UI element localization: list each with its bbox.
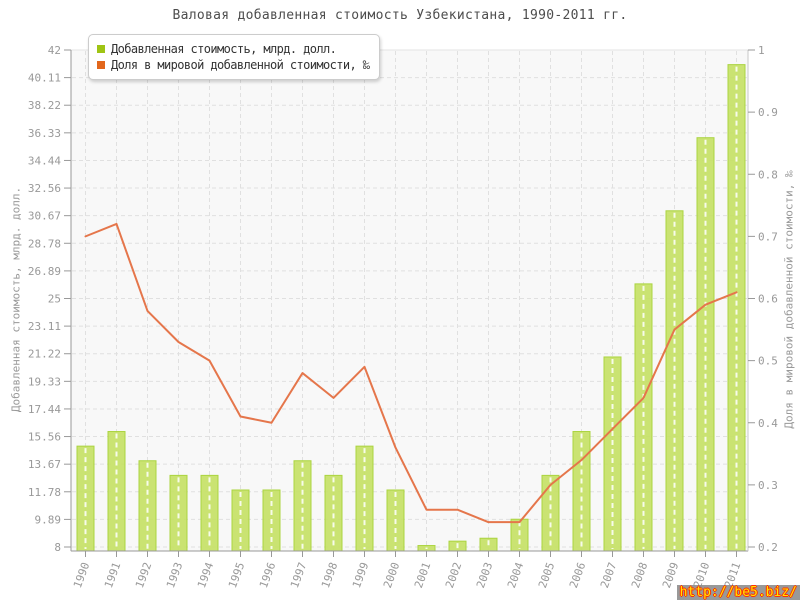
- x-category-label: 2007: [598, 561, 619, 590]
- line-series[interactable]: [84, 222, 738, 524]
- right-tick-label: 0.6: [758, 293, 778, 306]
- x-category-label: 1993: [164, 561, 185, 590]
- left-tick-label: 17.44: [28, 403, 61, 416]
- x-category-label: 1995: [226, 561, 247, 590]
- x-category-label: 1996: [257, 561, 278, 590]
- bar-2010[interactable]: [696, 137, 715, 552]
- x-category-label: 2006: [567, 561, 588, 590]
- right-tick-label: 1: [758, 44, 765, 57]
- legend-label-line-series: Доля в мировой добавленной стоимости, ‰: [111, 58, 370, 72]
- right-tick-label: 0.4: [758, 417, 778, 430]
- legend-item-bar-series[interactable]: Добавленная стоимость, млрд. долл.: [97, 41, 369, 57]
- x-category-label: 2001: [412, 561, 433, 590]
- x-category-label: 1998: [319, 561, 340, 590]
- right-tick-label: 0.8: [758, 168, 778, 181]
- right-tick-label: 0.5: [758, 355, 778, 368]
- legend-item-line-series[interactable]: Доля в мировой добавленной стоимости, ‰: [97, 57, 370, 73]
- left-tick-label: 8: [54, 541, 61, 554]
- left-tick-label: 15.56: [28, 431, 61, 444]
- bar-2011[interactable]: [727, 64, 746, 552]
- left-tick-label: 11.78: [28, 486, 61, 499]
- x-category-label: 1990: [71, 561, 92, 590]
- chart-title: Валовая добавленная стоимость Узбекистан…: [172, 8, 628, 23]
- left-tick-label: 28.78: [28, 237, 61, 250]
- x-category-label: 2005: [536, 561, 557, 590]
- x-category-label: 1992: [133, 561, 154, 590]
- legend-label-bar-series: Добавленная стоимость, млрд. долл.: [111, 42, 337, 56]
- x-category-label: 1991: [102, 561, 123, 590]
- left-tick-label: 40.11: [28, 72, 61, 85]
- left-tick-label: 38.22: [28, 99, 61, 112]
- x-category-label: 2003: [474, 561, 495, 590]
- right-tick-label: 0.3: [758, 479, 778, 492]
- left-tick-label: 9.89: [35, 513, 62, 526]
- x-category-label: 1994: [195, 560, 216, 590]
- left-axis-title: Добавленная стоимость, млрд. долл.: [9, 186, 23, 413]
- x-category-label: 1997: [288, 561, 309, 590]
- left-tick-label: 36.33: [28, 127, 61, 140]
- left-tick-label: 34.44: [28, 154, 61, 167]
- line-series-marker-icon: [97, 61, 105, 69]
- left-tick-label: 13.67: [28, 458, 61, 471]
- x-category-label: 1999: [350, 561, 371, 590]
- x-category-label: 2004: [505, 560, 526, 590]
- bar-series-marker-icon: [97, 45, 105, 53]
- left-tick-label: 30.67: [28, 210, 61, 223]
- left-tick-label: 23.11: [28, 320, 61, 333]
- left-tick-label: 26.89: [28, 265, 61, 278]
- right-axis-title: Доля в мировой добавленной стоимости, ‰: [782, 170, 796, 429]
- x-category-label: 2000: [381, 561, 402, 590]
- left-tick-label: 21.22: [28, 348, 61, 361]
- right-tick-label: 0.2: [758, 541, 778, 554]
- right-tick-label: 0.7: [758, 230, 778, 243]
- left-tick-label: 19.33: [28, 375, 61, 388]
- left-tick-label: 32.56: [28, 182, 61, 195]
- left-tick-label: 42: [48, 44, 61, 57]
- x-category-label: 2008: [629, 561, 650, 590]
- legend: Добавленная стоимость, млрд. долл. Доля …: [88, 34, 381, 80]
- left-tick-label: 25: [48, 293, 61, 306]
- x-category-label: 2002: [443, 561, 464, 590]
- right-tick-label: 0.9: [758, 106, 778, 119]
- watermark-link[interactable]: http://be5.biz/: [676, 585, 800, 600]
